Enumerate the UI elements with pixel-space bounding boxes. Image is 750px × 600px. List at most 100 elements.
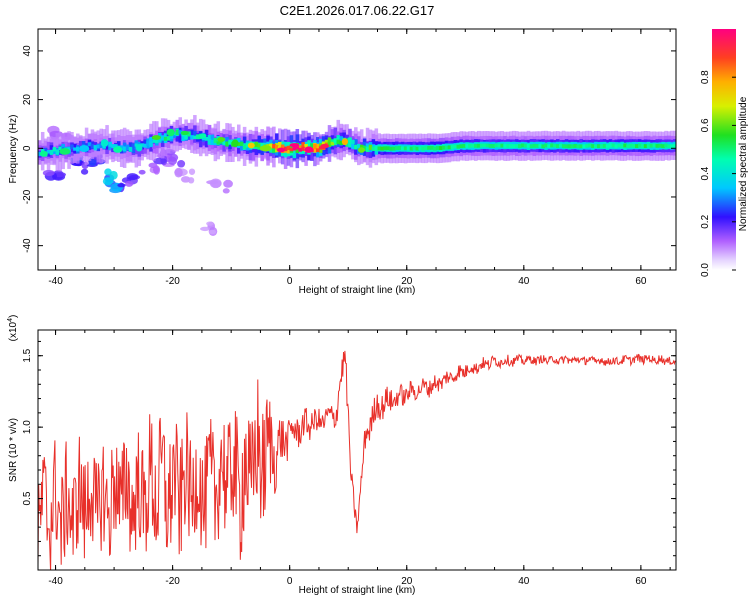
spectrogram-cell: [553, 143, 557, 148]
spectrogram-cell: [582, 144, 586, 149]
snr-series-line: [38, 350, 676, 570]
spectrogram-cell: [239, 141, 244, 147]
spectrogram-speckle: [153, 165, 161, 175]
spectrogram-cell: [529, 144, 534, 149]
spectrogram-y-label: Frequency (Hz): [8, 115, 19, 184]
spectrogram-cell: [447, 145, 452, 150]
spectrogram-speckle: [177, 160, 186, 168]
spectrogram-cell: [111, 144, 115, 149]
spectrogram-cell: [547, 144, 551, 149]
spectrogram-speckle: [223, 179, 233, 188]
spectrogram-speckle: [208, 229, 217, 235]
spectrogram-cell: [503, 143, 507, 148]
spectrogram-peak: [231, 139, 239, 148]
spectrogram-cell: [409, 146, 414, 151]
spectrogram-cell: [661, 144, 665, 149]
spectrogram-cell: [670, 144, 674, 149]
spectrogram-cell: [556, 144, 560, 149]
spectrogram-cell: [210, 139, 215, 146]
x-tick-label: 20: [401, 276, 413, 287]
spectrogram-cell: [316, 148, 320, 153]
spectrogram-peak: [320, 143, 330, 149]
spectrogram-cell: [649, 143, 654, 148]
colorbar: 0.0 0.2 0.4 0.6 0.8 Normalized spectral ampl…: [700, 29, 749, 277]
spectrogram-cell: [608, 143, 613, 148]
spectrogram-cell: [58, 146, 63, 151]
spectrogram-cell: [599, 144, 604, 149]
spectrogram-cell: [386, 146, 390, 151]
spectrogram-y-axis: -40 -20 0 20 40: [22, 45, 676, 253]
spectrogram-speckle: [109, 170, 118, 180]
spectrogram-cell: [43, 147, 48, 155]
spectrogram-cell: [55, 149, 60, 155]
spectrogram-cell: [392, 146, 396, 151]
spectrogram-cell: [397, 146, 402, 150]
spectrogram-speckle: [80, 168, 89, 175]
spectrogram-cell: [157, 137, 162, 143]
spectrogram-cell: [474, 143, 478, 148]
spectrogram-cell: [371, 146, 376, 151]
spectrogram-cell: [515, 143, 519, 148]
spectrogram-speckle: [222, 188, 230, 194]
spectrogram-peak: [113, 146, 123, 153]
spectrogram-peak: [100, 139, 109, 147]
spectrogram-cell: [269, 143, 273, 149]
spectrogram-cell: [316, 143, 320, 151]
spectrogram-cell: [140, 143, 144, 147]
snr-plot: [38, 350, 676, 570]
spectrogram-cell: [313, 143, 317, 150]
x-tick-label: 40: [518, 276, 530, 287]
spectrogram-cell: [433, 146, 437, 151]
spectrogram-cell: [436, 146, 440, 150]
spectrogram-cell: [462, 143, 466, 148]
spectrogram-cell: [166, 136, 171, 141]
spectrogram-cell: [550, 143, 554, 148]
spectrogram-cell: [491, 144, 496, 148]
spectrogram-image: [38, 115, 676, 236]
spectrogram-cell: [635, 144, 639, 149]
spectrogram-peak: [304, 146, 314, 153]
x-tick-label: 60: [635, 276, 647, 287]
spectrogram-speckle: [188, 168, 196, 175]
spectrogram-frame: [37, 28, 677, 271]
spectrogram-cell: [46, 149, 51, 154]
spectrogram-cell: [143, 139, 147, 148]
colorbar-tick-label: 0.8: [700, 70, 711, 84]
spectrogram-cell: [456, 144, 461, 149]
spectrogram-cell: [617, 143, 621, 148]
x-tick-label: 0: [287, 276, 293, 287]
spectrogram-cell: [517, 144, 522, 148]
spectrogram-cell: [228, 139, 232, 145]
spectrogram-cell: [652, 143, 657, 148]
spectrogram-cell: [450, 144, 455, 149]
spectrogram-cell: [632, 143, 636, 148]
spectrogram-cell: [561, 144, 566, 149]
spectrogram-cell: [70, 144, 74, 150]
spectrogram-peak: [78, 145, 90, 152]
spectrogram-cell: [365, 146, 370, 152]
snr-y-label: SNR (10 * v/v): [8, 418, 19, 482]
colorbar-tick-label: 0.0: [700, 263, 711, 277]
spectrogram-cell: [184, 133, 188, 140]
spectrogram-x-label: Height of straight line (km): [299, 285, 416, 296]
spectrogram-cell: [526, 143, 531, 148]
spectrogram-peak: [151, 135, 162, 140]
spectrogram-peak: [39, 150, 48, 157]
spectrogram-cell: [149, 141, 153, 146]
spectrogram-cell: [111, 144, 115, 153]
spectrogram-cell: [96, 144, 101, 149]
spectrogram-cell: [298, 148, 302, 152]
spectrogram-peak: [180, 130, 189, 136]
spectrogram-cell: [301, 146, 305, 151]
spectrogram-cell: [76, 146, 80, 152]
spectrogram-cell: [38, 151, 42, 157]
snr-scale-label: (x104): [7, 315, 19, 342]
snr-y-axis: 0.5 1.0 1.5: [22, 340, 676, 557]
spectrogram-cell: [292, 145, 297, 151]
spectrogram-cell: [362, 145, 367, 152]
spectrogram-speckle: [206, 221, 214, 226]
spectrogram-cell: [646, 143, 651, 148]
spectrogram-cell: [210, 134, 215, 144]
spectrogram-cell: [283, 146, 288, 152]
